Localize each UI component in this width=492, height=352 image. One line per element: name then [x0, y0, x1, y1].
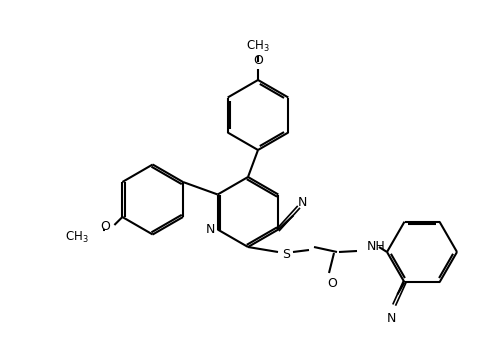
Text: NH: NH	[367, 240, 386, 253]
Text: O: O	[253, 54, 263, 67]
Text: S: S	[282, 249, 290, 262]
Text: O: O	[100, 220, 110, 233]
Text: N: N	[298, 196, 307, 209]
Text: N: N	[387, 312, 396, 325]
Text: O: O	[327, 277, 337, 290]
Text: CH$_3$: CH$_3$	[246, 39, 270, 54]
Text: N: N	[205, 223, 215, 236]
Text: CH$_3$: CH$_3$	[64, 230, 89, 245]
